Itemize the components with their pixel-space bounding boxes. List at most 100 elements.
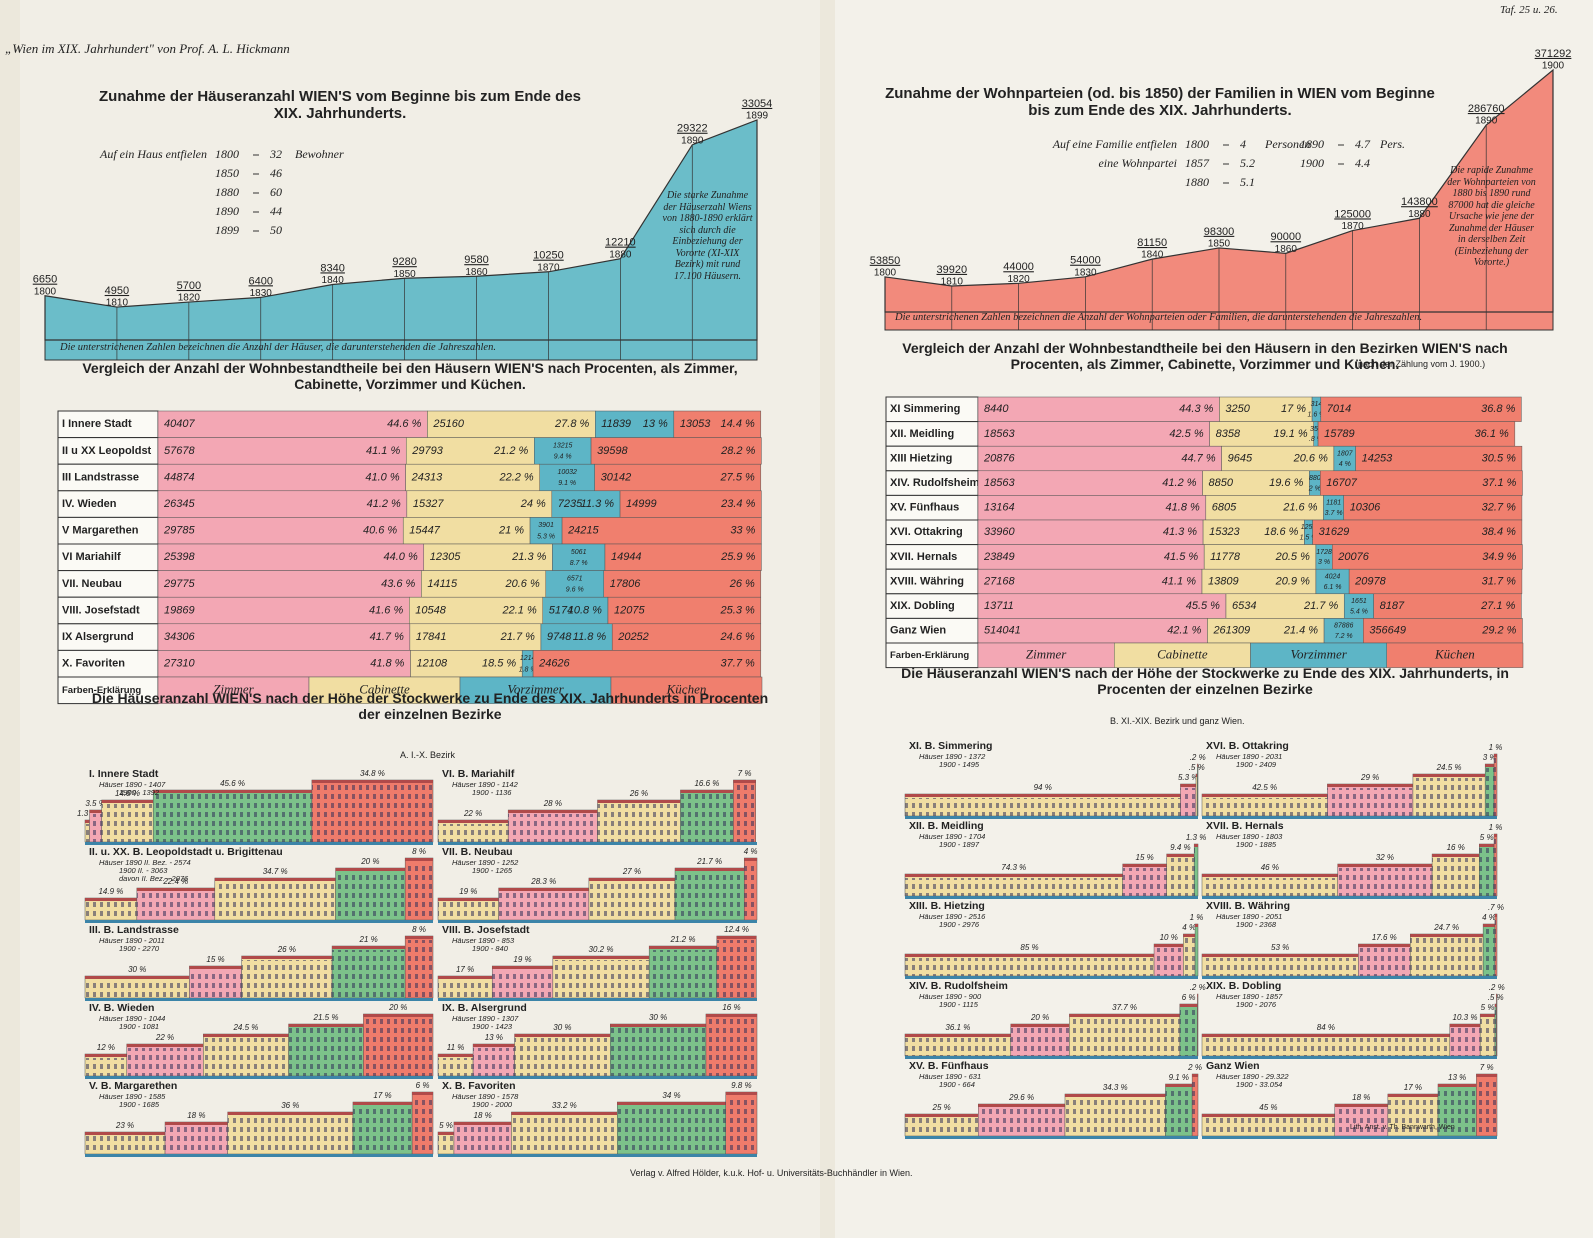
segment-label: 37.7 % bbox=[721, 658, 755, 670]
chart-title: Die Häuseranzahl WIEN'S nach der Höhe de… bbox=[91, 690, 769, 723]
segment bbox=[157, 490, 408, 518]
building-label: 17.6 % bbox=[1372, 933, 1397, 942]
legend-entry: Cabinette bbox=[359, 681, 410, 696]
roof bbox=[203, 1034, 289, 1037]
roof bbox=[905, 1114, 979, 1117]
building-windows bbox=[617, 1106, 726, 1154]
segment-count: 1651 bbox=[1351, 598, 1367, 605]
building-label: 74.3 % bbox=[1001, 863, 1026, 872]
street bbox=[85, 998, 433, 1001]
segment bbox=[1201, 568, 1317, 595]
legend-swatch bbox=[1250, 642, 1387, 668]
segment bbox=[157, 650, 411, 678]
building-label: 20 % bbox=[360, 857, 379, 866]
building-label: 34.7 % bbox=[263, 867, 288, 876]
building-windows bbox=[136, 892, 215, 920]
year-label: 1870 bbox=[1341, 221, 1364, 232]
year-label: 1810 bbox=[106, 298, 129, 309]
building-label: 45.6 % bbox=[220, 779, 245, 788]
building-windows bbox=[203, 1038, 289, 1076]
segment-label: 19.1 % bbox=[1273, 428, 1307, 440]
value-label: 6400 bbox=[249, 275, 273, 287]
panel-name: IX. B. Alsergrund bbox=[442, 1002, 527, 1014]
roof bbox=[1202, 794, 1328, 797]
segment-label: 22.2 % bbox=[498, 471, 533, 483]
roof bbox=[705, 1014, 757, 1017]
row-label-cell bbox=[57, 490, 159, 518]
segment-count: 314 bbox=[1311, 401, 1323, 408]
roof bbox=[1179, 1004, 1198, 1007]
row-label-cell bbox=[885, 494, 979, 521]
building-label: 15 % bbox=[1136, 853, 1154, 862]
building-windows bbox=[1410, 938, 1484, 976]
segment bbox=[603, 570, 762, 598]
street bbox=[1202, 1056, 1497, 1059]
building-windows bbox=[227, 1116, 353, 1154]
segment-label: 41.1 % bbox=[366, 445, 400, 457]
year-label: 1830 bbox=[1074, 267, 1097, 278]
panel-houses: Häuser 1890 - 1857 bbox=[1216, 992, 1283, 1001]
segment bbox=[1348, 568, 1523, 595]
segment-label: 18.6 % bbox=[1264, 526, 1298, 538]
segment bbox=[1320, 396, 1522, 422]
building-windows bbox=[498, 892, 589, 920]
segment-label: 21 % bbox=[498, 525, 524, 537]
roof bbox=[1064, 1094, 1166, 1097]
roof bbox=[438, 820, 509, 823]
building-label: 21.7 % bbox=[696, 857, 722, 866]
roof bbox=[214, 878, 336, 881]
building-label: 29.6 % bbox=[1008, 1093, 1034, 1102]
building-windows bbox=[332, 950, 406, 998]
ratio-value: 44 bbox=[270, 204, 282, 218]
ratio-label: Auf eine Familie entfielen bbox=[1052, 137, 1177, 151]
segment-count: 13809 bbox=[1208, 575, 1239, 587]
panel-name: VI. B. Mariahilf bbox=[442, 768, 515, 780]
building-windows bbox=[680, 794, 734, 842]
chart-title: Zunahme der Häuseranzahl WIEN'S vom Begi… bbox=[99, 88, 581, 123]
segment bbox=[157, 596, 410, 625]
ratio-year: 1880 bbox=[1185, 175, 1209, 189]
building-label: 14.9 % bbox=[98, 887, 123, 896]
segment bbox=[977, 495, 1207, 521]
roof bbox=[1387, 1094, 1438, 1097]
building-label: .2 % bbox=[1190, 983, 1206, 992]
building-label: 8 % bbox=[412, 925, 426, 934]
building-windows bbox=[438, 1136, 454, 1154]
segment-count: 6805 bbox=[1212, 502, 1237, 514]
building-label: .2 % bbox=[1489, 983, 1505, 992]
roof bbox=[1480, 1014, 1495, 1017]
panel-houses: Häuser 1890 - 1407 bbox=[99, 780, 166, 789]
panel-name: XVII. B. Hernals bbox=[1206, 820, 1284, 832]
year-label: 1890 bbox=[1475, 116, 1498, 127]
panel-houses: Häuser 1890 - 2031 bbox=[1216, 752, 1282, 761]
segment bbox=[561, 517, 762, 545]
value-label: 33054 bbox=[742, 98, 773, 110]
segment-label: 21.4 % bbox=[1283, 625, 1318, 637]
building-windows bbox=[1337, 868, 1433, 896]
building-label: 19 % bbox=[513, 955, 531, 964]
building-label: 7 % bbox=[1480, 1063, 1494, 1072]
segment-label: 5.4 % bbox=[1350, 608, 1368, 615]
segment-count: 12075 bbox=[614, 604, 645, 616]
building-windows bbox=[126, 1048, 204, 1076]
segment-label: 7.2 % bbox=[1335, 633, 1353, 640]
building-label: 9.1 % bbox=[1169, 1073, 1189, 1082]
segment bbox=[1203, 544, 1317, 570]
roof bbox=[1494, 754, 1497, 757]
segment bbox=[1363, 618, 1523, 644]
year-label: 1880 bbox=[609, 249, 632, 260]
building-windows bbox=[905, 1118, 979, 1136]
panel-houses: Häuser 1890 - 900 bbox=[919, 992, 982, 1001]
building-windows bbox=[1496, 998, 1497, 1056]
panel-houses: Häuser 1890 - 29.322 bbox=[1216, 1072, 1289, 1081]
building-label: 10 % bbox=[1160, 933, 1178, 942]
panel-name: V. B. Margarethen bbox=[89, 1080, 177, 1092]
row-label-cell bbox=[885, 568, 979, 595]
street bbox=[905, 1056, 1198, 1059]
roof bbox=[227, 1112, 353, 1115]
segment-label: 9.6 % bbox=[566, 587, 584, 594]
segment-label: 3 % bbox=[1318, 559, 1330, 566]
roof bbox=[153, 790, 312, 793]
